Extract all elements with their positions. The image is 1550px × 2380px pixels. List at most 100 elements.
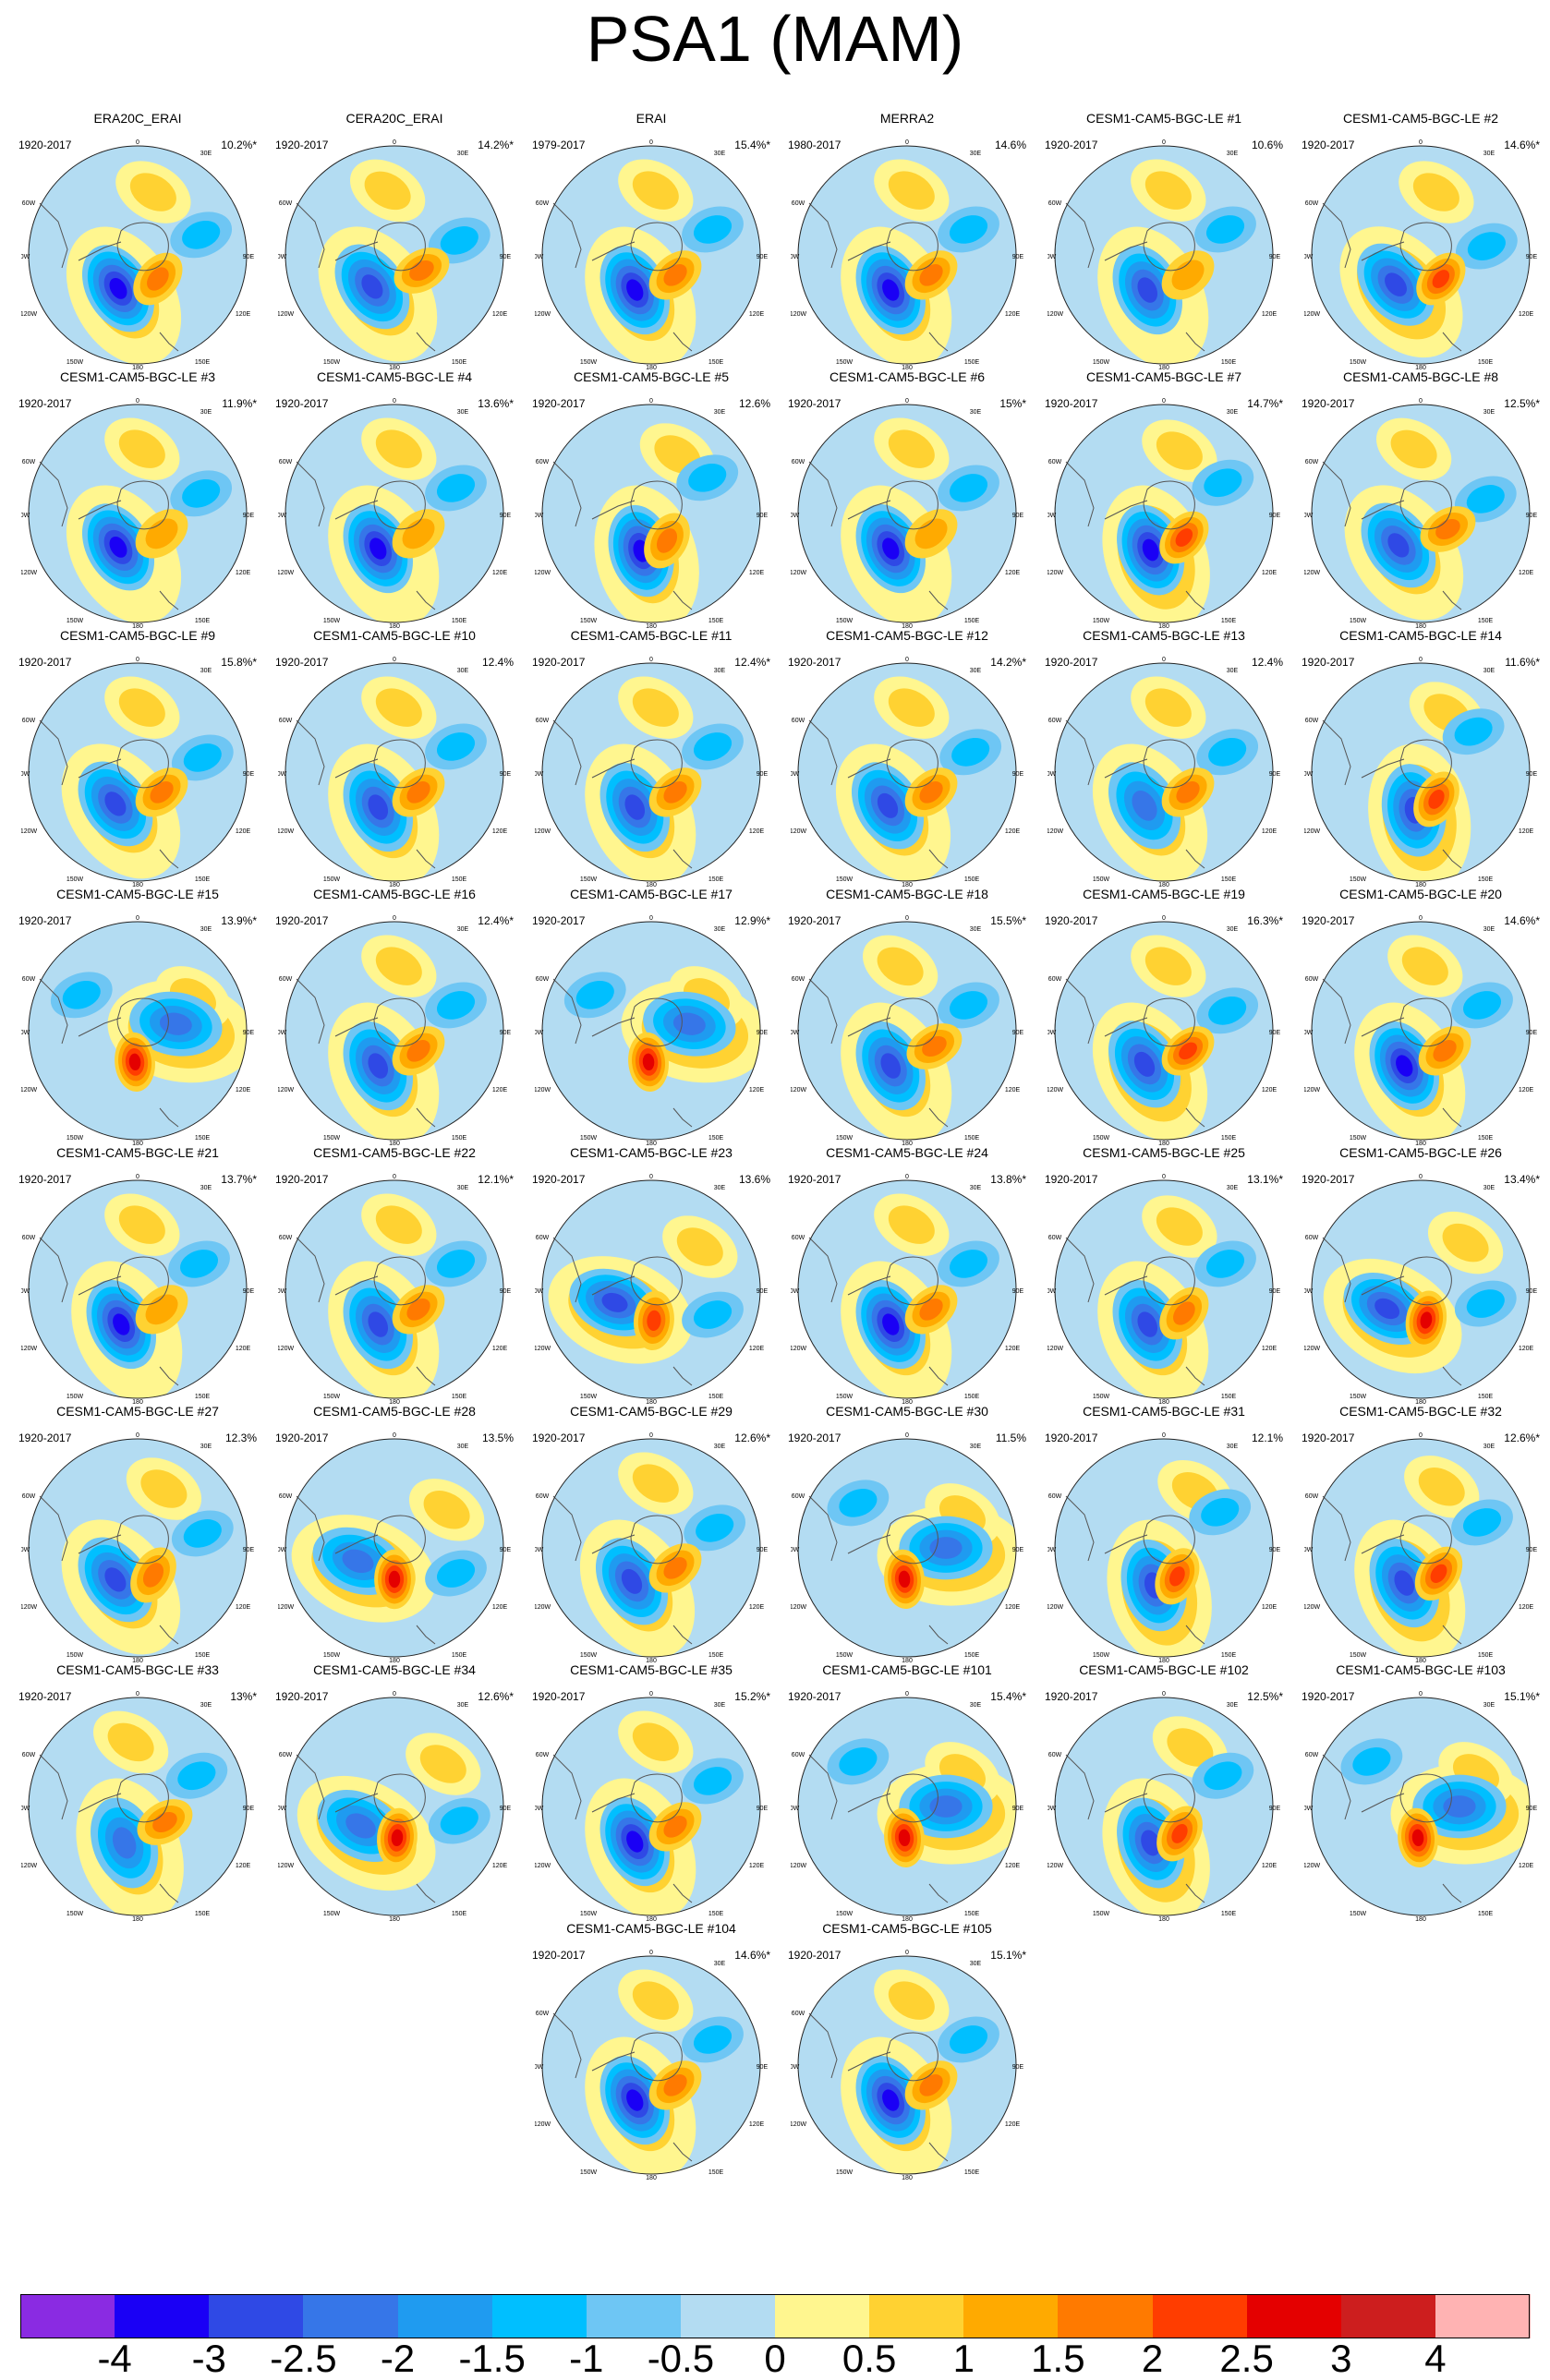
peninsula-coastline	[78, 500, 122, 520]
map-tick-label: 120E	[1262, 1863, 1278, 1869]
map-tick-label: 120W	[278, 1863, 295, 1869]
new-zealand-coastline	[159, 590, 179, 610]
map-tick-label: 150W	[323, 1135, 341, 1142]
antarctica-coastline	[630, 1256, 683, 1306]
panel-variance-percent: 15.5%*	[990, 914, 1026, 927]
new-zealand-coastline	[159, 1883, 179, 1903]
map-tick-label: 60W	[1305, 459, 1319, 465]
map-tick-label: 150W	[836, 1911, 854, 1917]
map-tick-label: 0	[1419, 398, 1423, 405]
panel-period: 1920-2017	[1045, 397, 1098, 410]
map-tick-label: 150W	[580, 1911, 598, 1917]
negative-lobe-contour-2	[1462, 991, 1502, 1020]
map-tick-label: 90W	[21, 1288, 30, 1295]
map-tick-label: 150W	[580, 359, 598, 366]
map-tick-label: 90E	[500, 254, 511, 260]
map-frame	[28, 1438, 248, 1658]
high-contour-3	[922, 1035, 947, 1057]
map-tick-label: 120E	[236, 1087, 251, 1093]
negative-lobe-contour-2	[440, 226, 478, 255]
map-tick-label: 150W	[67, 876, 84, 883]
high-contour-3	[1433, 1040, 1457, 1062]
map-tick-label: 150W	[1350, 359, 1367, 366]
new-zealand-coastline	[1185, 849, 1205, 869]
map-tick-label: 90W	[278, 1030, 287, 1036]
south-america-coastline	[1065, 719, 1095, 786]
map-tick-label: 30E	[457, 409, 469, 416]
map-tick-label: 120W	[21, 828, 38, 835]
south-america-coastline	[39, 461, 68, 527]
map-tick-label: 0	[649, 915, 653, 922]
map-tick-label: 90E	[1012, 254, 1023, 260]
map-tick-label: 60W	[792, 1752, 805, 1758]
map-tick-label: 150E	[964, 1652, 980, 1659]
low-contour-5	[1141, 1830, 1161, 1856]
map-tick-label: 90E	[1012, 1030, 1023, 1036]
low-contour-4	[342, 1549, 374, 1574]
low-contour-6	[626, 2089, 644, 2111]
map-panel: 0 60W 90W 120W 150W 180 150E 120E 90E 30E CESM1-CA…	[266, 628, 523, 888]
panel-period: 1920-2017	[532, 1690, 586, 1703]
map-tick-label: 120W	[791, 1863, 807, 1869]
map-tick-label: 30E	[457, 151, 469, 157]
new-zealand-coastline	[1185, 590, 1205, 610]
south-america-coastline	[296, 1237, 325, 1303]
high-contour-5	[388, 1570, 401, 1589]
panel-variance-percent: 15.4%*	[734, 139, 770, 151]
map-tick-label: 180	[646, 623, 657, 630]
antarctica-coastline	[1143, 739, 1195, 789]
map-tick-label: 180	[1415, 1399, 1426, 1406]
map-tick-label: 90E	[1269, 1288, 1280, 1295]
map-tick-label: 30E	[1227, 409, 1239, 416]
map-tick-label: 90E	[757, 254, 768, 260]
panel-title: CESM1-CAM5-BGC-LE #5	[573, 369, 730, 384]
negative-lobe-contour-2	[693, 1300, 733, 1329]
map-tick-label: 120W	[21, 1087, 38, 1093]
map-tick-label: 120E	[1519, 1346, 1534, 1352]
map-tick-label: 180	[646, 1141, 657, 1147]
antarctica-coastline	[886, 739, 938, 789]
panel-variance-percent: 12.6%	[738, 397, 770, 410]
negative-lobe-contour-2	[62, 980, 101, 1009]
colorbar-segment	[963, 2294, 1059, 2338]
new-zealand-coastline	[159, 849, 179, 869]
panel-variance-percent: 15.1%*	[1504, 1690, 1540, 1703]
high-contour-3	[1176, 781, 1200, 803]
south-america-coastline	[1322, 1754, 1351, 1820]
negative-lobe-contour-2	[949, 474, 988, 502]
panel-title: CESM1-CAM5-BGC-LE #35	[570, 1662, 733, 1677]
panel-map: 0 60W 90W 120W 150W 180 150E 120E 90E 30E	[791, 1432, 1023, 1664]
positive-lobe-contour-2	[118, 688, 165, 727]
panel-period: 1920-2017	[532, 1949, 586, 1962]
map-tick-label: 180	[1415, 882, 1426, 888]
south-america-coastline	[552, 719, 582, 786]
map-panel: 0 60W 90W 120W 150W 180 150E 120E 90E 30E ERA20C_E…	[9, 111, 266, 371]
new-zealand-coastline	[416, 1625, 436, 1645]
map-tick-label: 150E	[1221, 359, 1237, 366]
map-tick-label: 180	[132, 1399, 143, 1406]
south-america-coastline	[552, 1495, 582, 1562]
panel-period: 1920-2017	[275, 1432, 329, 1444]
south-america-coastline	[1065, 1754, 1095, 1820]
peninsula-coastline	[591, 2051, 636, 2072]
map-tick-label: 0	[1162, 398, 1166, 405]
map-tick-label: 30E	[714, 926, 726, 933]
high-contour-2	[914, 518, 948, 550]
low-contour-6	[882, 2089, 900, 2111]
panel-period: 1920-2017	[1045, 1690, 1098, 1703]
peninsula-coastline	[78, 1793, 122, 1813]
antarctica-coastline	[373, 480, 426, 530]
map-tick-label: 90E	[757, 771, 768, 778]
map-tick-label: 90W	[21, 513, 30, 519]
map-tick-label: 120E	[1519, 1863, 1534, 1869]
panel-period: 1920-2017	[18, 914, 72, 927]
map-tick-label: 90W	[535, 1288, 544, 1295]
map-tick-label: 90W	[1304, 771, 1314, 778]
panel-map: 0 60W 90W 120W 150W 180 150E 120E 90E 30E	[1304, 397, 1537, 630]
peninsula-coastline	[591, 1534, 636, 1554]
colorbar-label: -3	[191, 2337, 226, 2380]
panel-title: CESM1-CAM5-BGC-LE #20	[1339, 887, 1502, 901]
positive-lobe-contour-2	[118, 1205, 165, 1244]
panel-period: 1920-2017	[788, 1432, 842, 1444]
map-tick-label: 30E	[970, 1444, 982, 1450]
